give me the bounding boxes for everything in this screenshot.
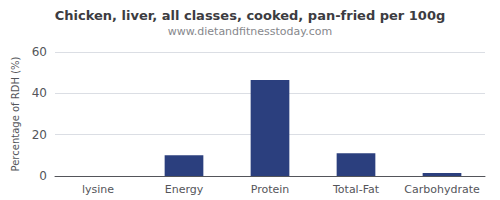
svg-text:Percentage of RDH (%): Percentage of RDH (%) — [10, 56, 21, 171]
svg-text:lysine: lysine — [82, 183, 114, 196]
svg-text:Total-Fat: Total-Fat — [332, 183, 380, 196]
svg-text:Carbohydrate: Carbohydrate — [404, 183, 480, 196]
svg-text:Protein: Protein — [251, 183, 290, 196]
svg-text:60: 60 — [32, 45, 47, 59]
svg-text:0: 0 — [39, 169, 47, 183]
svg-text:www.dietandfitnesstoday.com: www.dietandfitnesstoday.com — [168, 25, 332, 38]
svg-text:40: 40 — [32, 86, 47, 100]
svg-text:Chicken, liver, all classes, c: Chicken, liver, all classes, cooked, pan… — [55, 8, 445, 23]
svg-text:20: 20 — [32, 128, 47, 142]
svg-text:Energy: Energy — [165, 183, 204, 196]
